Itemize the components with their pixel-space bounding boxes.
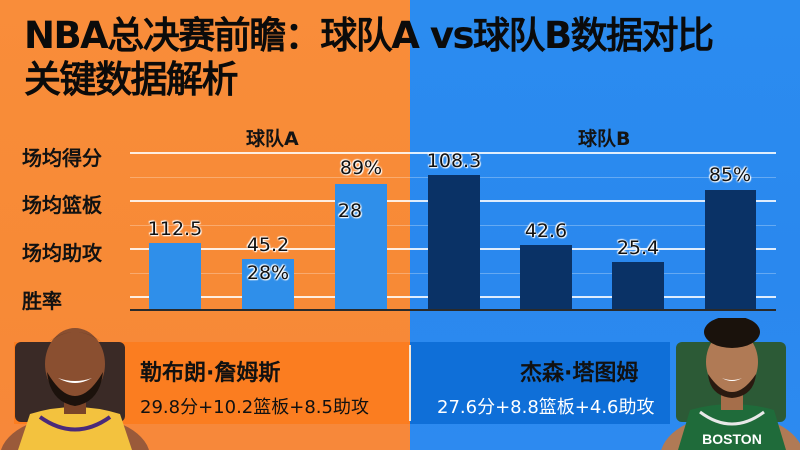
player-b-stats: 27.6分+8.8篮板+4.6助攻 (437, 397, 655, 418)
bar-value: 89% (339, 157, 383, 179)
bar-value-secondary: 28 (337, 200, 363, 222)
x-axis-baseline (130, 309, 776, 311)
title-line-1: NBA总决赛前瞻：球队A vs球队B数据对比 (24, 14, 714, 57)
bar-value: 112.5 (147, 218, 203, 240)
y-label-points: 场均得分 (22, 146, 102, 170)
team-b-label: 球队B (578, 128, 631, 150)
bar-value: 108.3 (426, 150, 482, 172)
page-title: NBA总决赛前瞻：球队A vs球队B数据对比 关键数据解析 (24, 14, 714, 102)
bar-value: 42.6 (524, 220, 568, 242)
player-a-name: 勒布朗·詹姆斯 (140, 361, 281, 386)
title-line-2: 关键数据解析 (24, 58, 238, 101)
bar-team-b-winrate[interactable] (705, 190, 756, 310)
bar-team-b-assists[interactable] (612, 262, 664, 310)
player-b-avatar: BOSTON (660, 318, 800, 450)
svg-text:BOSTON: BOSTON (702, 431, 762, 447)
team-a-label: 球队A (246, 128, 299, 150)
bar-team-a-winrate[interactable] (335, 184, 387, 310)
bar-value: 25.4 (616, 237, 660, 259)
bar-team-b-rebounds[interactable] (520, 245, 572, 310)
bar-value: 85% (708, 164, 752, 186)
gridline (130, 152, 776, 154)
player-a-avatar (0, 322, 150, 450)
y-label-assists: 场均助攻 (22, 241, 102, 265)
bar-value: 45.2 (246, 234, 290, 256)
bar-team-a-points[interactable] (149, 243, 201, 310)
player-a-stats: 29.8分+10.2篮板+8.5助攻 (140, 397, 369, 418)
y-label-winrate: 胜率 (22, 289, 62, 313)
bar-value-secondary: 28% (246, 262, 290, 284)
bar-team-a-rebounds[interactable] (242, 259, 294, 310)
player-card-b (410, 342, 670, 424)
card-divider (409, 345, 411, 421)
y-label-rebounds: 场均篮板 (22, 193, 102, 217)
player-b-name: 杰森·塔图姆 (520, 361, 639, 386)
bar-team-b-points[interactable] (428, 175, 480, 310)
